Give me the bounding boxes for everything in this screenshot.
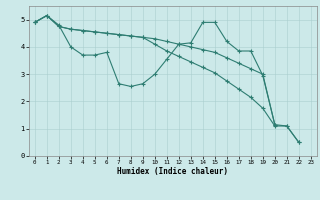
X-axis label: Humidex (Indice chaleur): Humidex (Indice chaleur)	[117, 167, 228, 176]
